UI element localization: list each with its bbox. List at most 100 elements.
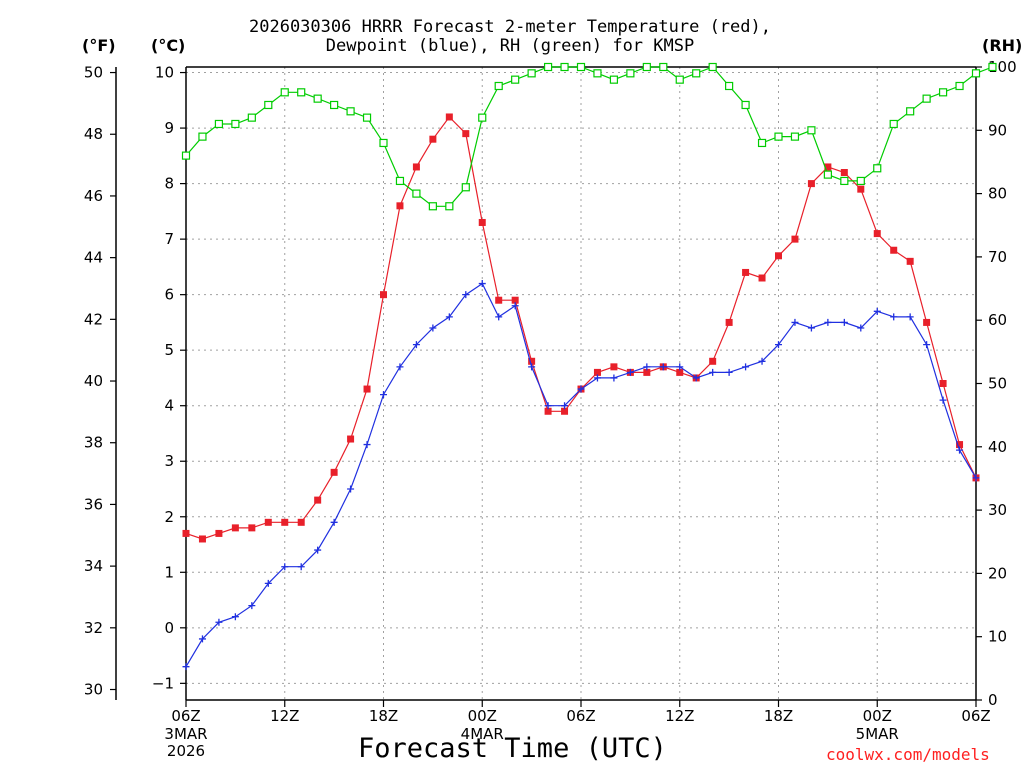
rh-point xyxy=(593,69,602,78)
temperature-point xyxy=(610,363,618,371)
dewpoint-point xyxy=(676,363,684,371)
temperature-point xyxy=(182,529,190,537)
fahrenheit-tick-label: 32 xyxy=(84,619,103,637)
celsius-tick-label: 5 xyxy=(164,341,174,359)
x-tick-year-label: 2026 xyxy=(167,742,205,760)
x-tick-label: 18Z xyxy=(369,707,398,725)
temperature-point xyxy=(495,296,503,304)
rh-tick-label: 10 xyxy=(988,628,1007,646)
dewpoint-point xyxy=(215,618,223,626)
x-tick-date-label: 4MAR xyxy=(461,725,504,743)
x-tick-label: 12Z xyxy=(270,707,299,725)
rh-line xyxy=(185,66,993,207)
rh-point xyxy=(214,119,224,129)
temperature-point xyxy=(528,357,536,365)
dewpoint-point xyxy=(890,313,898,321)
temperature-point xyxy=(198,535,206,543)
rh-point xyxy=(659,62,668,72)
temperature-point xyxy=(478,218,486,226)
temperature-point xyxy=(429,135,437,143)
rh-point xyxy=(889,119,898,129)
rh-point xyxy=(955,81,964,91)
fahrenheit-tick-label: 42 xyxy=(84,310,103,328)
dewpoint-point xyxy=(956,446,964,454)
rh-point xyxy=(543,62,553,72)
dewpoint-point xyxy=(807,324,815,332)
rh-point xyxy=(988,62,997,72)
dewpoint-point xyxy=(528,363,536,371)
fahrenheit-tick-label: 34 xyxy=(84,557,103,575)
temperature-point xyxy=(297,518,305,526)
temperature-point xyxy=(840,169,848,176)
dewpoint-point xyxy=(906,313,914,321)
temperature-point xyxy=(396,202,404,210)
dewpoint-point xyxy=(248,602,256,610)
rh-tick-label: 60 xyxy=(988,311,1007,329)
rh-point xyxy=(346,107,355,116)
rh-point xyxy=(873,164,882,173)
dewpoint-point xyxy=(775,341,782,349)
rh-tick-label: 20 xyxy=(988,564,1007,582)
temperature-point xyxy=(939,380,947,387)
x-tick-date-label: 5MAR xyxy=(856,725,899,743)
dewpoint-point xyxy=(231,613,239,621)
dewpoint-point xyxy=(610,374,618,382)
dewpoint-point xyxy=(314,546,322,554)
rh-point xyxy=(428,202,437,211)
dewpoint-point xyxy=(758,357,766,365)
x-axis-title: Forecast Time (UTC) xyxy=(358,733,667,764)
dewpoint-point xyxy=(281,563,289,571)
temperature-point xyxy=(248,524,256,532)
temperature-point xyxy=(791,235,799,243)
rh-tick-label: 0 xyxy=(988,691,998,709)
x-tick-label: 00Z xyxy=(468,707,497,725)
dewpoint-point xyxy=(840,318,848,326)
temperature-point xyxy=(264,518,272,526)
rh-point xyxy=(511,75,520,84)
rh-point xyxy=(198,132,207,141)
temperature-point xyxy=(314,496,322,504)
temperature-point xyxy=(758,274,766,282)
dewpoint-point xyxy=(495,313,503,321)
dewpoint-point xyxy=(380,391,387,399)
x-tick-date-label: 3MAR xyxy=(164,725,207,743)
celsius-tick-label: 7 xyxy=(164,230,174,248)
temperature-point xyxy=(956,441,964,449)
dewpoint-point xyxy=(577,385,585,393)
rh-unit-label: (RH) xyxy=(982,36,1023,55)
dewpoint-point xyxy=(544,402,552,410)
dewpoint-point xyxy=(396,363,404,371)
temperature-point xyxy=(923,318,931,326)
rh-point xyxy=(906,107,915,116)
rh-point xyxy=(576,62,586,72)
rh-point xyxy=(527,69,536,78)
celsius-tick-label: 6 xyxy=(164,286,174,304)
temperature-point xyxy=(445,113,453,121)
dewpoint-point xyxy=(412,341,420,349)
temperature-point xyxy=(215,529,223,537)
fahrenheit-tick-label: 50 xyxy=(84,64,103,82)
rh-point xyxy=(181,151,191,160)
temperature-point xyxy=(544,407,552,415)
dewpoint-point xyxy=(742,363,750,371)
rh-point xyxy=(922,94,931,103)
fahrenheit-tick-label: 38 xyxy=(84,434,103,452)
dewpoint-point xyxy=(593,374,601,382)
rh-point xyxy=(675,75,684,84)
temperature-point xyxy=(281,518,289,526)
temperature-point xyxy=(462,130,470,138)
dewpoint-point xyxy=(297,563,305,571)
fahrenheit-tick-label: 44 xyxy=(84,249,103,267)
dewpoint-point xyxy=(857,324,865,332)
chart-title-line-1: 2026030306 HRRR Forecast 2-meter Tempera… xyxy=(249,17,771,37)
fahrenheit-tick-label: 36 xyxy=(84,495,103,513)
celsius-tick-label: 1 xyxy=(164,563,174,581)
dewpoint-point xyxy=(363,441,371,449)
fahrenheit-tick-label: 30 xyxy=(84,681,103,699)
x-tick-label: 12Z xyxy=(665,707,694,725)
dewpoint-point xyxy=(462,291,470,299)
temperature-point xyxy=(593,368,601,376)
rh-point xyxy=(560,62,569,72)
rh-point xyxy=(330,100,339,110)
